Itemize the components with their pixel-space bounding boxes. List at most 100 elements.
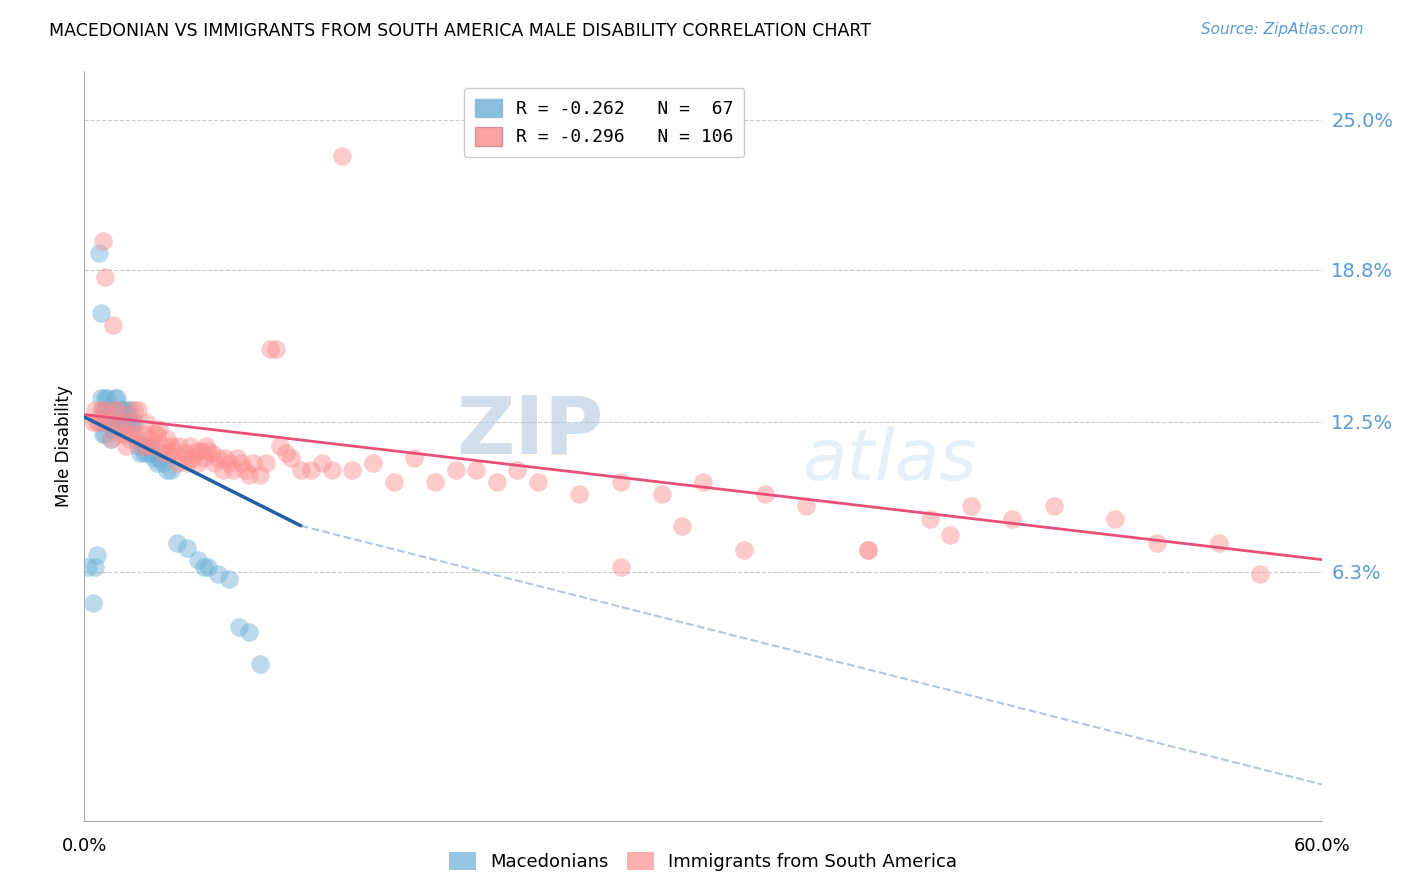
Point bbox=[342, 463, 364, 477]
Point bbox=[254, 456, 277, 470]
Point bbox=[330, 149, 353, 163]
Point bbox=[156, 432, 179, 446]
Point bbox=[444, 463, 467, 477]
Point bbox=[404, 451, 426, 466]
Point bbox=[259, 343, 281, 357]
Point bbox=[1208, 535, 1230, 549]
Point bbox=[100, 432, 122, 446]
Point bbox=[361, 456, 384, 470]
Point bbox=[127, 439, 149, 453]
Point bbox=[794, 500, 817, 514]
Point bbox=[125, 426, 148, 441]
Point bbox=[103, 318, 125, 333]
Point bbox=[82, 596, 104, 610]
Point bbox=[104, 415, 127, 429]
Point bbox=[104, 402, 127, 417]
Point bbox=[166, 456, 188, 470]
Point bbox=[90, 306, 112, 320]
Point bbox=[103, 422, 125, 436]
Point bbox=[733, 543, 755, 558]
Point bbox=[157, 446, 180, 460]
Point bbox=[143, 451, 166, 466]
Point bbox=[153, 439, 176, 453]
Point bbox=[96, 415, 118, 429]
Point bbox=[87, 245, 110, 260]
Point bbox=[249, 657, 271, 671]
Point bbox=[104, 391, 127, 405]
Point bbox=[98, 415, 121, 429]
Point bbox=[129, 446, 152, 460]
Point bbox=[180, 451, 202, 466]
Point bbox=[134, 426, 156, 441]
Point bbox=[960, 500, 983, 514]
Point bbox=[229, 456, 252, 470]
Point bbox=[228, 620, 250, 634]
Point bbox=[506, 463, 529, 477]
Point bbox=[135, 439, 157, 453]
Point bbox=[207, 567, 229, 582]
Point bbox=[94, 402, 117, 417]
Point bbox=[141, 439, 163, 453]
Point bbox=[207, 451, 229, 466]
Point bbox=[94, 415, 117, 429]
Point bbox=[94, 391, 117, 405]
Point bbox=[90, 391, 112, 405]
Point bbox=[108, 419, 131, 434]
Point bbox=[290, 463, 312, 477]
Point bbox=[86, 415, 108, 429]
Text: Source: ZipAtlas.com: Source: ZipAtlas.com bbox=[1201, 22, 1364, 37]
Point bbox=[91, 234, 114, 248]
Point bbox=[127, 402, 149, 417]
Point bbox=[136, 439, 159, 453]
Point bbox=[98, 415, 121, 429]
Point bbox=[114, 439, 136, 453]
Point bbox=[100, 415, 122, 429]
Legend: R = -0.262   N =  67, R = -0.296   N = 106: R = -0.262 N = 67, R = -0.296 N = 106 bbox=[464, 88, 744, 157]
Point bbox=[651, 487, 673, 501]
Point bbox=[174, 446, 197, 460]
Point bbox=[82, 415, 104, 429]
Point bbox=[148, 451, 170, 466]
Point bbox=[98, 408, 121, 422]
Point bbox=[152, 456, 174, 470]
Point bbox=[176, 541, 198, 555]
Point bbox=[108, 426, 131, 441]
Point bbox=[117, 408, 139, 422]
Point bbox=[856, 543, 879, 558]
Point bbox=[125, 432, 148, 446]
Point bbox=[131, 439, 153, 453]
Point bbox=[110, 402, 132, 417]
Point bbox=[100, 402, 122, 417]
Point bbox=[485, 475, 508, 490]
Text: ZIP: ZIP bbox=[457, 392, 605, 470]
Point bbox=[83, 402, 105, 417]
Point bbox=[197, 559, 219, 574]
Point bbox=[121, 419, 143, 434]
Point bbox=[141, 446, 163, 460]
Point bbox=[1001, 511, 1024, 525]
Point bbox=[167, 439, 190, 453]
Point bbox=[103, 408, 125, 422]
Point bbox=[118, 402, 141, 417]
Point bbox=[90, 402, 112, 417]
Point bbox=[856, 543, 879, 558]
Point bbox=[105, 408, 128, 422]
Point bbox=[112, 426, 135, 441]
Point bbox=[145, 426, 167, 441]
Point bbox=[166, 535, 188, 549]
Point bbox=[156, 463, 179, 477]
Point bbox=[136, 446, 159, 460]
Point bbox=[91, 426, 114, 441]
Point bbox=[77, 559, 100, 574]
Point bbox=[671, 518, 693, 533]
Point bbox=[96, 391, 118, 405]
Point bbox=[280, 451, 302, 466]
Point bbox=[87, 415, 110, 429]
Point bbox=[112, 419, 135, 434]
Point bbox=[609, 475, 631, 490]
Point bbox=[114, 415, 136, 429]
Point bbox=[423, 475, 446, 490]
Point bbox=[145, 456, 167, 470]
Point bbox=[197, 443, 219, 458]
Point bbox=[110, 422, 132, 436]
